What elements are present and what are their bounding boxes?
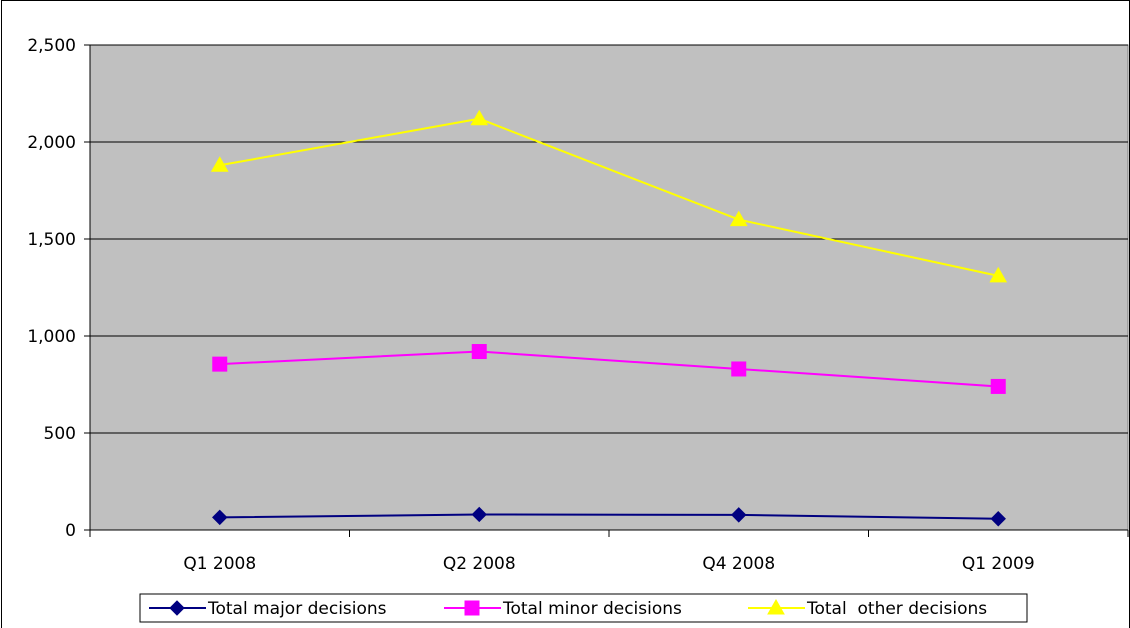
- data-point: [990, 511, 1006, 527]
- series-lines: [210, 109, 1008, 527]
- series-line: [219, 350, 999, 388]
- y-tick-label: 0: [65, 521, 76, 541]
- legend-marker: [767, 598, 785, 615]
- plot-area: [89, 44, 1129, 531]
- data-point: [989, 266, 1008, 283]
- legend-label: Total minor decisions: [502, 599, 682, 619]
- y-tick-label: 2,000: [27, 133, 76, 153]
- data-point: [731, 361, 747, 377]
- y-tick-label: 2,500: [27, 36, 76, 56]
- series-line: [219, 513, 999, 520]
- y-tick-label: 500: [44, 424, 76, 444]
- data-point: [471, 344, 487, 360]
- grid-lines: [90, 44, 1128, 434]
- legend-marker: [464, 600, 480, 616]
- x-tick-label: Q1 2009: [962, 554, 1035, 574]
- x-tick-label: Q2 2008: [443, 554, 516, 574]
- data-point: [731, 507, 747, 523]
- data-point: [990, 378, 1006, 394]
- data-point: [729, 210, 748, 227]
- y-tick-label: 1,000: [27, 327, 76, 347]
- data-point: [210, 156, 229, 172]
- legend-marker: [169, 600, 185, 616]
- legend-label: Total major decisions: [207, 599, 387, 619]
- y-tick-label: 1,500: [27, 230, 76, 250]
- data-point: [212, 509, 228, 526]
- legend: Total major decisions Total minor decisio…: [139, 593, 1028, 623]
- data-point: [470, 109, 489, 126]
- series-line: [219, 117, 999, 277]
- legend-box: [139, 593, 1028, 623]
- x-tick-label: Q1 2008: [183, 554, 256, 574]
- axes: 0 500 1,000 1,500 2,000 2,500 Q1 2008 Q2 2008 Q4…: [27, 36, 1129, 574]
- data-point: [212, 356, 228, 372]
- data-point: [471, 506, 487, 523]
- x-tick-label: Q4 2008: [702, 554, 775, 574]
- legend-label: Total other decisions: [806, 599, 987, 619]
